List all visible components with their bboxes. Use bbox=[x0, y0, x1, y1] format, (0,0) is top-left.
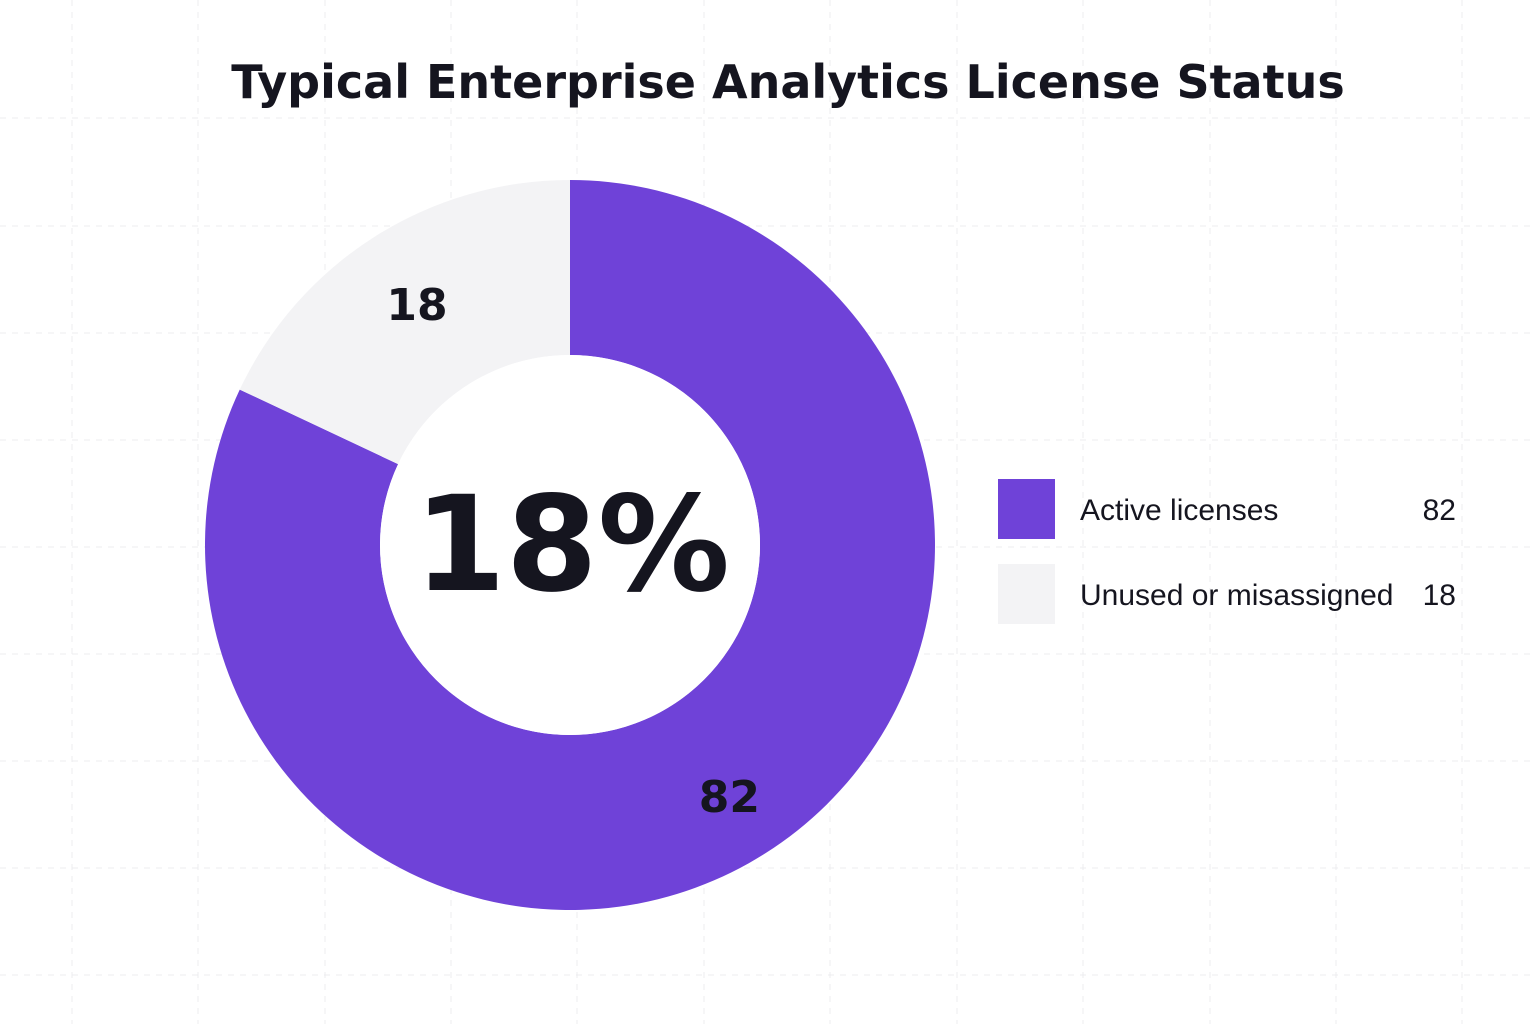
legend-swatch-active-licenses bbox=[998, 479, 1055, 539]
legend-value-active-licenses: 82 bbox=[1423, 494, 1456, 527]
chart-title: Typical Enterprise Analytics License Sta… bbox=[231, 55, 1344, 109]
slice-unused-or-misassigned bbox=[239, 180, 570, 465]
center-value: 18% bbox=[414, 468, 730, 622]
legend-swatch-unused-or-misassigned bbox=[998, 564, 1055, 624]
slice-labels: 82 18 bbox=[386, 280, 760, 823]
legend-label-unused-or-misassigned: Unused or misassigned bbox=[1080, 579, 1394, 612]
legend-label-active-licenses: Active licenses bbox=[1080, 494, 1278, 527]
slice-unused-or-misassigned-value-label: 18 bbox=[386, 280, 447, 331]
slice-active-licenses-value-label: 82 bbox=[699, 772, 760, 823]
slice-active-licenses bbox=[205, 180, 935, 911]
legend-value-unused-or-misassigned: 18 bbox=[1423, 579, 1456, 612]
legend: Active licenses 82 Unused or misassigned 18 bbox=[998, 479, 1456, 624]
donut-hole bbox=[380, 355, 760, 735]
donut-slices bbox=[205, 180, 935, 911]
